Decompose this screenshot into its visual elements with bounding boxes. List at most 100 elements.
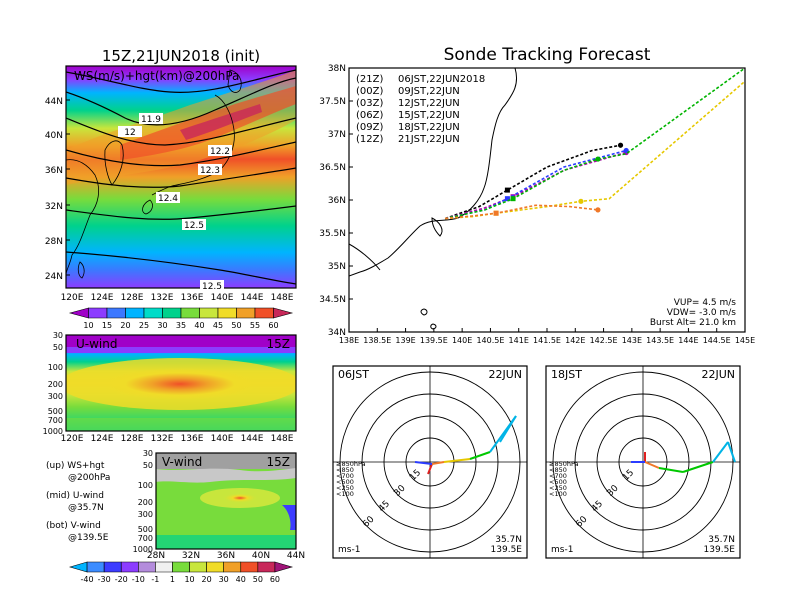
map-lon-tick: 144E	[241, 293, 264, 303]
track-legend-time: 09JST,22JUN	[398, 86, 460, 97]
map-lat-tick: 40N	[45, 131, 63, 141]
map-lat-tick: 32N	[45, 202, 63, 212]
track-lon-tick: 139E	[395, 336, 415, 345]
vwind-pressure-tick: 50	[143, 461, 153, 470]
hodograph-lon: 139.5E	[491, 545, 523, 555]
panel-note-line2: @200hPa	[68, 473, 110, 483]
hodograph-segment	[431, 461, 445, 465]
colorbar-swatch	[180, 307, 200, 319]
vwind-pressure-tick: 700	[138, 534, 153, 543]
hodograph-segment	[427, 463, 433, 475]
track-end-point	[595, 156, 601, 162]
map-lat-ticks: 44N 40N 36N 32N 28N 24N	[45, 97, 70, 282]
map-lat-tick: 28N	[45, 237, 63, 247]
track-lon-tick: 144E	[678, 336, 698, 345]
colorbar-swatch	[240, 561, 259, 573]
map-lon-ticks: 120E 124E 128E 132E 136E 140E 144E 148E	[61, 293, 294, 303]
hodograph-segment	[712, 441, 729, 463]
colorbar-swatch	[68, 561, 88, 573]
colorbar-swatch	[257, 561, 276, 573]
vwind-heatmap	[156, 453, 296, 549]
hodograph-time: 18JST	[551, 368, 582, 381]
colorbar-swatch	[206, 561, 224, 573]
panel-note-line2: @35.7N	[68, 503, 104, 513]
contour-label-bg	[139, 113, 163, 124]
track-lat-tick: 34N	[328, 328, 346, 338]
hodograph-level: <700	[336, 472, 354, 480]
contour-label: 12	[124, 128, 135, 138]
contour-label-bg	[200, 280, 224, 291]
vwind-lat-tick: 40N	[252, 551, 270, 561]
track-lon-tick: 142E	[565, 336, 585, 345]
vwind-lat-ticks: 28N 32N 36N 40N 44N	[147, 551, 305, 561]
colorbar-swatch	[199, 307, 219, 319]
track-lat-ticks: 38N 37.5N 37N 36.5N 36N 35.5N 35N 34.5N 34N	[319, 64, 353, 338]
track-legend-code: (21Z)	[356, 74, 383, 85]
hodograph-unit: ms-1	[551, 545, 573, 555]
contour-label-bg	[198, 164, 222, 175]
contour-label: 12.5	[184, 221, 204, 231]
track-legend-time: 12JST,22JUN	[398, 98, 460, 109]
contour-label: 12.5	[202, 282, 222, 292]
track-legend: (21Z) 06JST,22JUN2018 (00Z) 09JST,22JUN (03Z…	[356, 74, 485, 145]
track-lon-tick: 141E	[509, 336, 529, 345]
track-lon-tick: 143E	[622, 336, 642, 345]
vwind-lat-tick: 36N	[217, 551, 235, 561]
contour-labels: 11.9 12 12.2 12.3 12.4 12.5 12.5	[118, 113, 232, 292]
map-lat-tick: 36N	[45, 166, 63, 176]
map-lon-tick: 136E	[181, 293, 204, 303]
colorbar-swatch	[106, 307, 126, 319]
contour-label-bg	[182, 219, 206, 230]
track-line	[444, 144, 621, 220]
track-lat-tick: 36.5N	[319, 163, 346, 173]
colorbar-tick: 60	[270, 575, 280, 584]
hodograph-level: ≥850hPa	[549, 460, 579, 468]
track-legend-code: (06Z)	[356, 110, 383, 121]
colorbar-tick: 10	[184, 575, 194, 584]
colorbar-tick: 30	[219, 575, 229, 584]
hodograph-level: <100	[336, 490, 354, 498]
track-lon-tick: 142.5E	[590, 336, 618, 345]
colorbar-tick: -30	[98, 575, 111, 584]
colorbar-tick: 50	[231, 321, 241, 330]
colorbar-swatch	[86, 561, 105, 573]
track-lat-tick: 37N	[328, 130, 346, 140]
track-end-point	[595, 207, 601, 213]
colorbar-tick: 20	[202, 575, 212, 584]
hodograph-segment	[644, 461, 660, 469]
panel-note-line2: @139.5E	[68, 533, 109, 543]
track-legend-code: (12Z)	[356, 134, 383, 145]
track-lat-tick: 34.5N	[319, 295, 346, 305]
colorbar-tick: 40	[236, 575, 246, 584]
track-lon-tick: 138.5E	[363, 336, 391, 345]
vwind-label: V-wind	[162, 455, 202, 469]
uwind-lon-tick: 132E	[151, 434, 174, 444]
track-legend-code: (03Z)	[356, 98, 383, 109]
uwind-pressure-tick: 30	[53, 331, 63, 340]
track-lon-tick: 144.5E	[703, 336, 731, 345]
track-lon-tick: 140.5E	[476, 336, 504, 345]
track-legend-time: 18JST,22JUN	[398, 122, 460, 133]
uwind-lon-tick: 128E	[121, 434, 144, 444]
track-param: Burst Alt= 21.0 km	[650, 318, 736, 328]
uwind-pressure-tick: 500	[48, 407, 63, 416]
uwind-pressure-tick: 1000	[43, 427, 63, 436]
colorbar-swatch	[189, 561, 207, 573]
map-label: WS(m/s)+hgt(km)@200hPa	[74, 69, 239, 83]
colorbar-tick: 60	[268, 321, 278, 330]
colorbar-swatch	[143, 307, 163, 319]
uwind-heatmap	[66, 335, 296, 431]
track-mid-point	[493, 210, 499, 216]
colorbar-tick: 50	[253, 575, 263, 584]
hodograph-segment	[469, 451, 491, 460]
hodograph-level: <850	[336, 466, 354, 474]
hodograph-date: 22JUN	[488, 368, 522, 381]
track-lat-tick: 37.5N	[319, 97, 346, 107]
uwind-lon-tick: 120E	[61, 434, 84, 444]
track-line	[445, 68, 745, 220]
uwind-pressure-tick: 200	[48, 380, 63, 389]
